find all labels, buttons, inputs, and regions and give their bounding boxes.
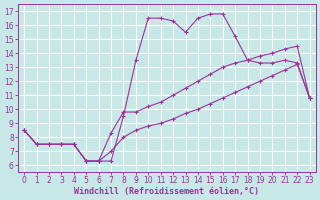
X-axis label: Windchill (Refroidissement éolien,°C): Windchill (Refroidissement éolien,°C): [74, 187, 260, 196]
